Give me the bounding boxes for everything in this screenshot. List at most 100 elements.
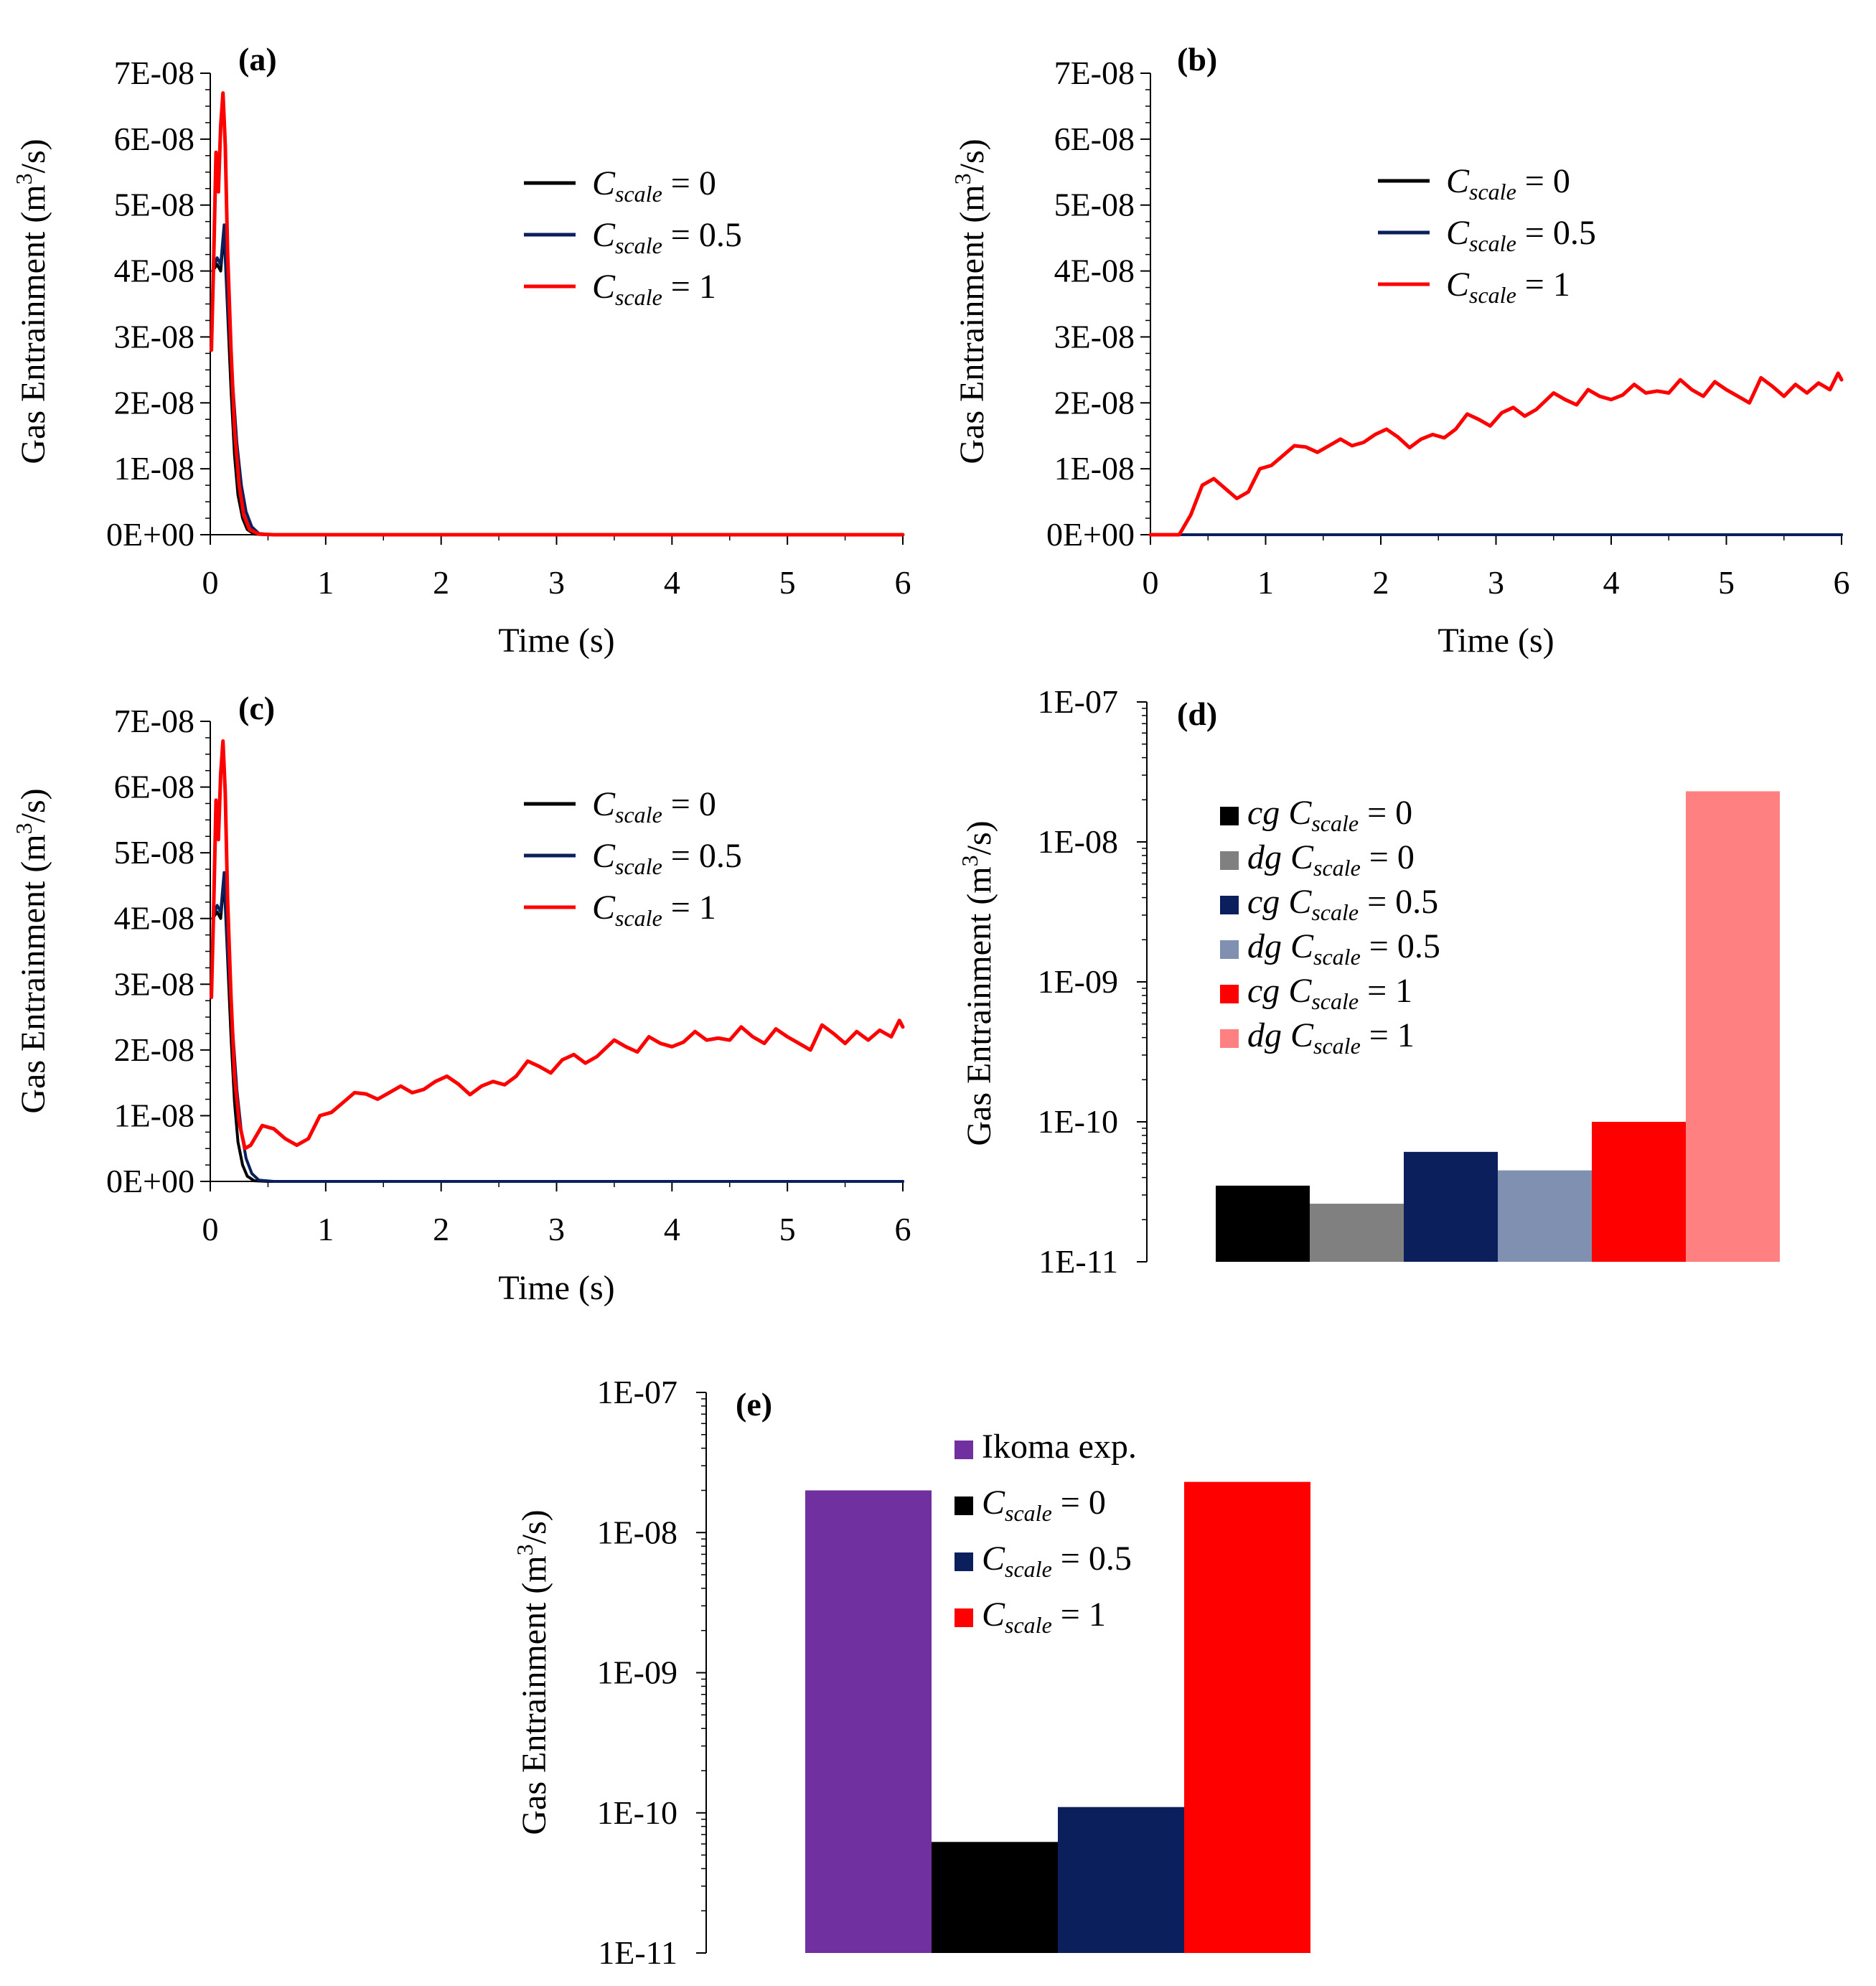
x-tick-label-c: 5 bbox=[779, 1211, 796, 1247]
legend-label-b-0: Cscale = 0 bbox=[1446, 162, 1570, 205]
x-tick-label-c: 0 bbox=[202, 1211, 219, 1247]
legend-label-c-1: Cscale = 0.5 bbox=[592, 837, 742, 879]
x-axis-label-c: Time (s) bbox=[498, 1269, 614, 1307]
y-tick-label-b: 1E-08 bbox=[1054, 450, 1135, 487]
panel-d: (d) Gas Entrainment (m3/s) 1E-11 1E-10 1E-09… bbox=[957, 683, 1780, 1280]
y-tick-label-e: 1E-09 bbox=[597, 1654, 677, 1691]
y-tick-label-a: 4E-08 bbox=[114, 253, 194, 289]
x-tick-label-b: 6 bbox=[1834, 564, 1850, 601]
x-tick-label-b: 0 bbox=[1143, 564, 1159, 601]
x-tick-label-a: 5 bbox=[779, 564, 796, 601]
x-tick-label-a: 3 bbox=[548, 564, 565, 601]
x-tick-label-c: 6 bbox=[895, 1211, 911, 1247]
y-axis-label-a: Gas Entrainment (m3/s) bbox=[11, 139, 52, 464]
series-line-a-0 bbox=[211, 230, 904, 536]
bar-d-0 bbox=[1216, 1185, 1310, 1262]
bar-d-2 bbox=[1404, 1151, 1498, 1262]
x-tick-label-a: 1 bbox=[317, 564, 334, 601]
legend-label-c-2: Cscale = 1 bbox=[592, 889, 716, 931]
legend-swatch-e-0 bbox=[955, 1441, 973, 1459]
legend-label-d-4: cg Cscale = 1 bbox=[1247, 972, 1412, 1014]
x-tick-label-c: 1 bbox=[317, 1211, 334, 1247]
y-tick-label-d: 1E-07 bbox=[1038, 683, 1118, 720]
legend-label-e-2: Cscale = 0.5 bbox=[982, 1540, 1132, 1582]
legend-label-b-2: Cscale = 1 bbox=[1446, 266, 1570, 308]
panel-label-c: (c) bbox=[238, 690, 275, 726]
bar-d-5 bbox=[1686, 791, 1780, 1262]
series-line-c-1 bbox=[211, 871, 904, 1183]
y-tick-label-b: 3E-08 bbox=[1054, 318, 1135, 355]
legend-label-a-1: Cscale = 0.5 bbox=[592, 216, 742, 258]
y-tick-label-a: 5E-08 bbox=[114, 187, 194, 223]
y-tick-label-b: 2E-08 bbox=[1054, 384, 1135, 421]
series-line-a-1 bbox=[211, 223, 904, 536]
x-tick-label-c: 3 bbox=[548, 1211, 565, 1247]
x-tick-label-a: 6 bbox=[895, 564, 911, 601]
series-line-c-2 bbox=[210, 739, 905, 1151]
legend-label-d-5: dg Cscale = 1 bbox=[1247, 1016, 1415, 1059]
y-tick-label-d: 1E-09 bbox=[1038, 963, 1118, 1000]
legend-label-e-0: Ikoma exp. bbox=[982, 1428, 1137, 1466]
x-tick-label-c: 4 bbox=[664, 1211, 680, 1247]
legend-swatch-d-0 bbox=[1220, 807, 1239, 825]
legend-swatch-e-1 bbox=[955, 1496, 973, 1515]
y-tick-label-e: 1E-08 bbox=[597, 1514, 677, 1550]
x-tick-label-a: 2 bbox=[433, 564, 449, 601]
panel-label-e: (e) bbox=[736, 1386, 772, 1423]
legend-label-d-3: dg Cscale = 0.5 bbox=[1247, 927, 1440, 970]
y-tick-label-e: 1E-10 bbox=[597, 1794, 677, 1831]
x-tick-label-a: 4 bbox=[664, 564, 680, 601]
panel-a: (a) Gas Entrainment (m3/s) 0E+00 1E-08 2E-08… bbox=[11, 41, 911, 660]
y-tick-label-c: 7E-08 bbox=[114, 703, 194, 739]
legend-label-a-0: Cscale = 0 bbox=[592, 164, 716, 207]
y-tick-label-a: 0E+00 bbox=[106, 516, 194, 553]
y-tick-label-c: 1E-08 bbox=[114, 1097, 194, 1133]
series-line-c-0 bbox=[211, 877, 904, 1183]
legend-swatch-e-3 bbox=[955, 1608, 973, 1627]
series-line-a-2 bbox=[210, 91, 905, 537]
y-tick-label-a: 3E-08 bbox=[114, 318, 194, 355]
legend-swatch-d-1 bbox=[1220, 851, 1239, 870]
bar-d-1 bbox=[1310, 1204, 1404, 1262]
y-axis-label-c-text: Gas Entrainment (m3/s) bbox=[11, 788, 52, 1113]
y-axis-label-b-text: Gas Entrainment (m3/s) bbox=[949, 139, 991, 464]
y-axis-label-d: Gas Entrainment (m3/s) bbox=[957, 820, 998, 1146]
legend-label-d-2: cg Cscale = 0.5 bbox=[1247, 883, 1438, 925]
bar-d-3 bbox=[1498, 1170, 1592, 1262]
x-tick-label-b: 3 bbox=[1488, 564, 1504, 601]
y-tick-label-a: 2E-08 bbox=[114, 384, 194, 421]
legend-label-d-0: cg Cscale = 0 bbox=[1247, 794, 1412, 836]
y-axis-label-c: Gas Entrainment (m3/s) bbox=[11, 788, 52, 1113]
legend-swatch-d-2 bbox=[1220, 896, 1239, 914]
legend-label-b-1: Cscale = 0.5 bbox=[1446, 214, 1596, 256]
y-axis-label-b: Gas Entrainment (m3/s) bbox=[949, 139, 991, 464]
series-line-b-2 bbox=[1148, 371, 1844, 537]
x-tick-label-b: 2 bbox=[1373, 564, 1389, 601]
x-tick-label-a: 0 bbox=[202, 564, 219, 601]
y-tick-label-c: 3E-08 bbox=[114, 965, 194, 1002]
bar-e-1 bbox=[932, 1842, 1058, 1953]
y-tick-label-e: 1E-11 bbox=[598, 1934, 677, 1971]
y-tick-label-a: 6E-08 bbox=[114, 121, 194, 157]
bar-d-4 bbox=[1592, 1122, 1686, 1262]
panel-e: (e) Gas Entrainment (m3/s) 1E-11 1E-10 1E-09… bbox=[512, 1374, 1310, 1971]
panel-label-b: (b) bbox=[1177, 41, 1217, 78]
legend-label-e-3: Cscale = 1 bbox=[982, 1596, 1106, 1638]
x-axis-label-b: Time (s) bbox=[1438, 622, 1554, 660]
y-tick-label-c: 5E-08 bbox=[114, 834, 194, 871]
panel-c: (c) Gas Entrainment (m3/s) 0E+00 1E-08 2E-08… bbox=[11, 690, 911, 1307]
x-tick-label-b: 5 bbox=[1718, 564, 1735, 601]
y-tick-label-d: 1E-10 bbox=[1038, 1103, 1118, 1140]
x-axis-label-a: Time (s) bbox=[498, 622, 614, 660]
y-axis-label-e-text: Gas Entrainment (m3/s) bbox=[512, 1509, 553, 1835]
y-tick-label-c: 2E-08 bbox=[114, 1031, 194, 1068]
y-axis-label-e: Gas Entrainment (m3/s) bbox=[512, 1509, 553, 1835]
legend-label-e-1: Cscale = 0 bbox=[982, 1484, 1106, 1526]
y-tick-label-c: 6E-08 bbox=[114, 769, 194, 805]
y-tick-label-e: 1E-07 bbox=[597, 1374, 677, 1410]
bar-e-2 bbox=[1058, 1807, 1184, 1953]
y-tick-label-b: 0E+00 bbox=[1046, 516, 1135, 553]
y-tick-label-a: 1E-08 bbox=[114, 450, 194, 487]
bar-e-3 bbox=[1184, 1481, 1310, 1953]
